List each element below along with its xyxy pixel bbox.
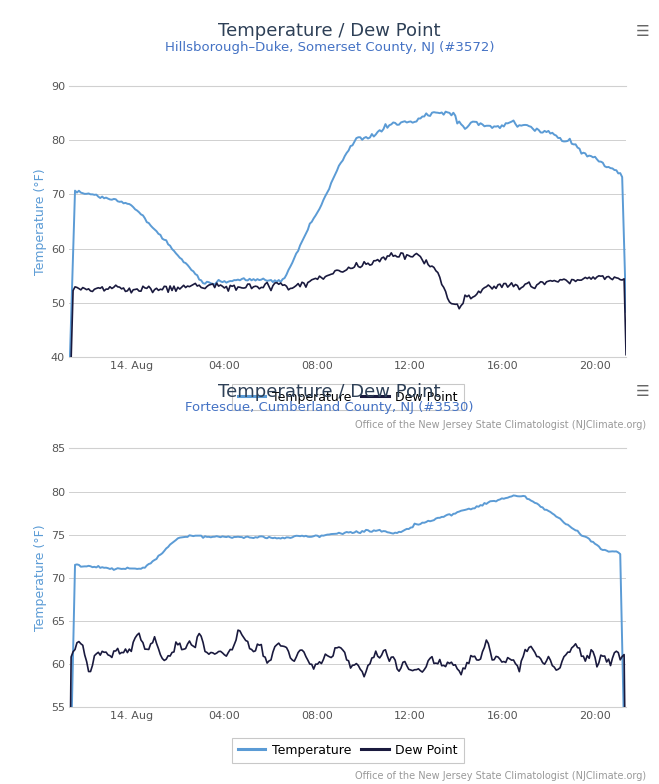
Legend: Temperature, Dew Point: Temperature, Dew Point	[232, 384, 463, 410]
Text: Office of the New Jersey State Climatologist (NJClimate.org): Office of the New Jersey State Climatolo…	[355, 771, 646, 781]
Y-axis label: Temperature (°F): Temperature (°F)	[34, 524, 47, 631]
Legend: Temperature, Dew Point: Temperature, Dew Point	[232, 738, 463, 763]
Text: ☰: ☰	[636, 24, 649, 39]
Text: Temperature / Dew Point: Temperature / Dew Point	[218, 23, 441, 40]
Text: Hillsborough–Duke, Somerset County, NJ (#3572): Hillsborough–Duke, Somerset County, NJ (…	[165, 41, 494, 53]
Text: ☰: ☰	[636, 384, 649, 400]
Y-axis label: Temperature (°F): Temperature (°F)	[34, 168, 47, 275]
Text: Fortescue, Cumberland County, NJ (#3530): Fortescue, Cumberland County, NJ (#3530)	[185, 401, 474, 414]
Text: Office of the New Jersey State Climatologist (NJClimate.org): Office of the New Jersey State Climatolo…	[355, 420, 646, 430]
Text: Temperature / Dew Point: Temperature / Dew Point	[218, 383, 441, 401]
